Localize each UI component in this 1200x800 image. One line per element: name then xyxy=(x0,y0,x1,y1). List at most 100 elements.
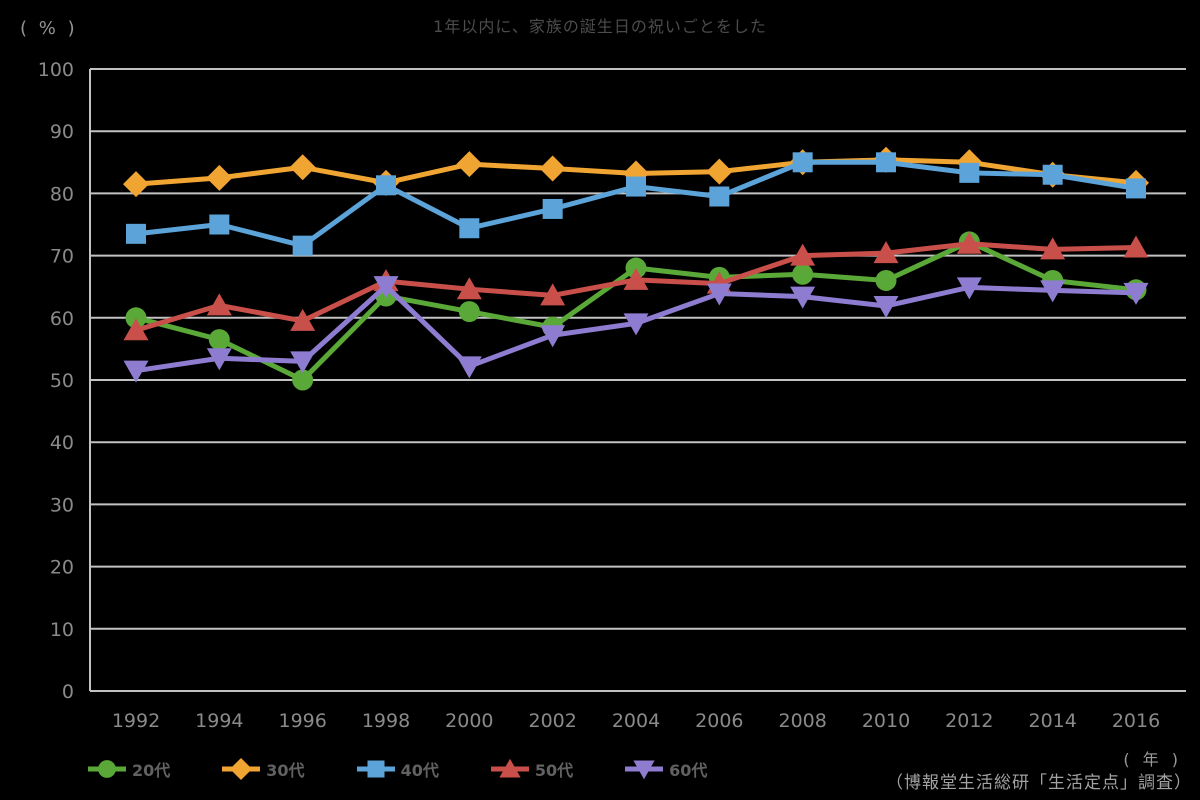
series-2-marker-1996 xyxy=(292,235,313,256)
series-3-marker-2014 xyxy=(1040,237,1066,260)
legend-circle-marker-icon xyxy=(88,760,126,778)
series-2-marker-1998 xyxy=(376,175,396,196)
series-2-marker-2012 xyxy=(959,162,980,183)
series-3-marker-2010 xyxy=(873,241,899,264)
y-tick-label-50: 50 xyxy=(50,370,74,392)
x-tick-label-2002: 2002 xyxy=(528,710,576,732)
legend-label-60s: 60代 xyxy=(669,761,708,780)
series-4-marker-2002 xyxy=(540,325,566,348)
series-4-marker-2012 xyxy=(956,277,982,300)
legend-item-40s: 40代 xyxy=(356,757,439,781)
series-2-marker-2004 xyxy=(626,176,646,197)
series-0-marker-2008 xyxy=(792,263,814,285)
legend-triangle-up-marker-icon xyxy=(490,758,529,778)
x-tick-label-2012: 2012 xyxy=(945,710,993,732)
series-4-marker-2004 xyxy=(623,313,649,336)
legend-marker xyxy=(367,760,385,778)
y-tick-label-30: 30 xyxy=(50,494,74,516)
x-tick-label-2006: 2006 xyxy=(695,710,743,732)
series-4-marker-1996 xyxy=(290,351,316,374)
legend-label-30s: 30代 xyxy=(266,761,305,780)
series-2-marker-2008 xyxy=(792,152,813,173)
series-2-marker-2016 xyxy=(1126,178,1146,199)
series-4-marker-1992 xyxy=(123,360,149,383)
series-3-marker-2000 xyxy=(456,277,482,300)
series-4-marker-2016 xyxy=(1123,282,1149,305)
series-2-marker-1992 xyxy=(126,223,146,244)
legend-marker xyxy=(98,760,116,778)
legend-item-50s: 50代 xyxy=(490,757,574,781)
legend-label-20s: 20代 xyxy=(132,761,171,780)
series-2-marker-2002 xyxy=(542,198,563,219)
series-3-marker-2008 xyxy=(790,243,816,266)
legend-item-20s: 20代 xyxy=(88,757,170,781)
series-1-marker-1994 xyxy=(206,164,233,191)
series-2-marker-2010 xyxy=(876,152,896,173)
series-1-marker-2000 xyxy=(456,151,483,178)
series-3-marker-1992 xyxy=(123,318,149,341)
chart-legend: 20代 30代 40代 50代 60代 xyxy=(88,757,707,781)
series-3-marker-2004 xyxy=(623,267,649,290)
legend-label-40s: 40代 xyxy=(400,761,439,780)
x-tick-label-1998: 1998 xyxy=(362,710,410,732)
series-4-marker-2006 xyxy=(706,283,732,306)
series-4-marker-2014 xyxy=(1040,280,1066,303)
legend-triangle-down-marker-icon xyxy=(625,760,664,780)
source-credit: （博報堂生活総研「生活定点」調査） xyxy=(886,773,1192,793)
series-4-marker-2010 xyxy=(873,295,899,318)
legend-diamond-marker-icon xyxy=(222,757,261,781)
y-tick-label-90: 90 xyxy=(50,121,74,143)
x-tick-label-1994: 1994 xyxy=(195,710,243,732)
series-2 xyxy=(126,152,1146,256)
series-3-marker-2016 xyxy=(1123,235,1149,258)
line-chart-canvas: 0 10 20 30 40 50 60 70 80 90 100 1992 1994 1996 1998 20… xyxy=(38,59,1186,732)
x-tick-label-2010: 2010 xyxy=(862,710,910,732)
legend-item-30s: 30代 xyxy=(222,757,305,781)
y-tick-label-100: 100 xyxy=(38,59,74,81)
series-3-marker-1996 xyxy=(290,308,316,331)
y-tick-label-70: 70 xyxy=(50,246,74,268)
series-4 xyxy=(123,276,1149,383)
y-tick-label-60: 60 xyxy=(50,308,74,330)
y-tick-label-40: 40 xyxy=(50,432,74,454)
x-tick-label-2004: 2004 xyxy=(612,710,660,732)
x-tick-label-2000: 2000 xyxy=(445,710,493,732)
series-2-marker-2006 xyxy=(709,186,730,207)
series-0-marker-1992 xyxy=(125,307,147,329)
series-1-marker-1996 xyxy=(289,154,316,181)
series-3-marker-2012 xyxy=(956,231,982,254)
series-1-marker-2002 xyxy=(539,155,566,182)
series-4-marker-2000 xyxy=(456,356,482,379)
series-4-marker-1998 xyxy=(373,276,399,299)
series-0-marker-1996 xyxy=(292,369,314,391)
legend-label-50s: 50代 xyxy=(534,761,574,780)
legend-square-marker-icon xyxy=(356,760,395,778)
series-2-marker-1994 xyxy=(209,214,230,235)
x-tick-label-2014: 2014 xyxy=(1028,710,1076,732)
series-4-marker-2008 xyxy=(790,286,816,309)
legend-marker xyxy=(230,757,253,781)
series-2-marker-2000 xyxy=(459,218,480,239)
x-tick-label-2008: 2008 xyxy=(778,710,826,732)
legend-item-60s: 60代 xyxy=(625,757,707,781)
chart-title: 1年以内に、家族の誕生日の祝いごとをした xyxy=(433,17,767,36)
y-tick-label-20: 20 xyxy=(50,557,74,579)
series-2-marker-2014 xyxy=(1042,164,1063,185)
x-tick-label-1996: 1996 xyxy=(278,710,326,732)
series-0-marker-2010 xyxy=(875,269,897,291)
series-1-marker-2006 xyxy=(706,158,733,185)
series-0-marker-1994 xyxy=(208,329,230,351)
x-axis-unit-label: ( 年 ) xyxy=(1123,750,1182,769)
series-0-marker-2000 xyxy=(458,301,480,323)
series-3-marker-1994 xyxy=(206,293,232,316)
x-tick-label-1992: 1992 xyxy=(112,710,160,732)
y-tick-label-10: 10 xyxy=(50,619,74,641)
legend-marker xyxy=(499,758,521,778)
series-1-marker-1992 xyxy=(123,171,149,198)
y-axis-unit-label: ( % ) xyxy=(20,18,78,39)
series-3-marker-2002 xyxy=(540,283,566,306)
legend-marker xyxy=(633,760,655,780)
y-tick-label-0: 0 xyxy=(62,681,74,703)
y-tick-label-80: 80 xyxy=(50,183,74,205)
